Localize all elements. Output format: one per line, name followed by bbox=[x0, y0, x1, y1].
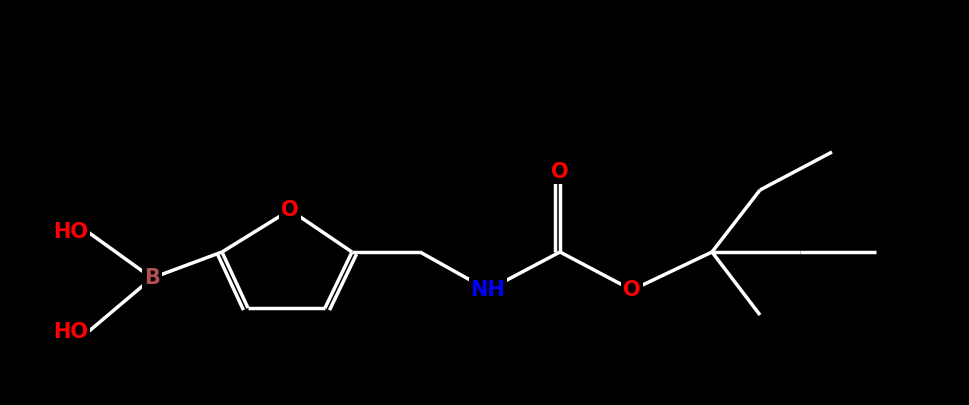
Text: HO: HO bbox=[53, 322, 88, 342]
Text: B: B bbox=[144, 268, 160, 288]
Text: O: O bbox=[623, 280, 641, 300]
Text: O: O bbox=[551, 162, 569, 182]
Text: HO: HO bbox=[53, 222, 88, 242]
Text: O: O bbox=[281, 200, 298, 220]
Text: NH: NH bbox=[471, 280, 506, 300]
